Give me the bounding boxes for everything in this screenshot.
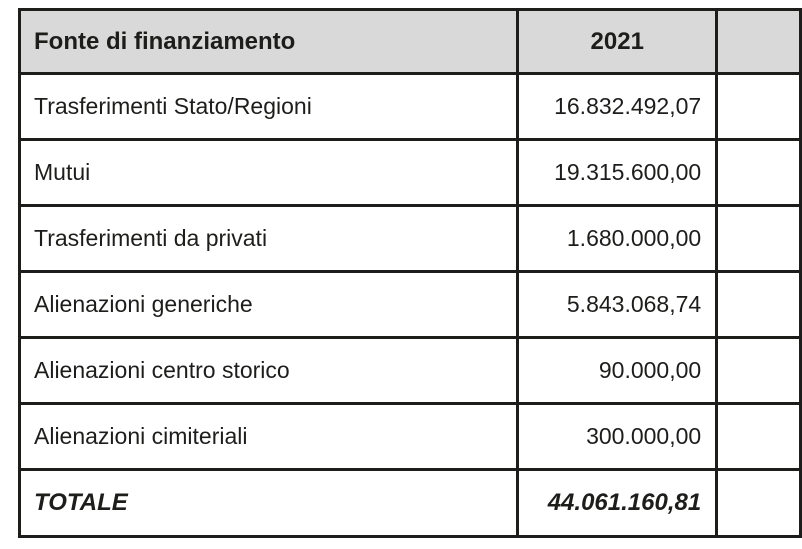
table-row: Trasferimenti da privati 1.680.000,00	[17, 204, 802, 273]
row-label-alienazioni-centro-storico: Alienazioni centro storico	[17, 336, 520, 405]
table-row: Mutui 19.315.600,00	[17, 138, 802, 207]
row-label-alienazioni-cimiteriali: Alienazioni cimiteriali	[17, 402, 520, 471]
table-row: Alienazioni cimiteriali 300.000,00	[17, 402, 802, 471]
clipped-column-cell	[715, 138, 802, 207]
row-value-alienazioni-centro-storico: 90.000,00	[516, 336, 719, 405]
row-value-trasferimenti-da-privati: 1.680.000,00	[516, 204, 719, 273]
funding-sources-table: Fonte di finanziamento 2021 Trasferiment…	[17, 8, 802, 538]
table-row: Alienazioni generiche 5.843.068,74	[17, 270, 802, 339]
table-row: Trasferimenti Stato/Regioni 16.832.492,0…	[17, 72, 802, 141]
table-row: Alienazioni centro storico 90.000,00	[17, 336, 802, 405]
clipped-column-cell	[715, 204, 802, 273]
total-label: TOTALE	[17, 468, 520, 538]
clipped-column-cell	[715, 468, 802, 538]
clipped-column-cell	[715, 270, 802, 339]
row-label-trasferimenti-da-privati: Trasferimenti da privati	[17, 204, 520, 273]
clipped-column-cell	[715, 336, 802, 405]
row-label-alienazioni-generiche: Alienazioni generiche	[17, 270, 520, 339]
row-label-trasferimenti-stato-regioni: Trasferimenti Stato/Regioni	[17, 72, 520, 141]
clipped-column-cell	[715, 72, 802, 141]
header-funding-source: Fonte di finanziamento	[17, 8, 520, 75]
row-value-alienazioni-generiche: 5.843.068,74	[516, 270, 719, 339]
total-value: 44.061.160,81	[516, 468, 719, 538]
row-value-alienazioni-cimiteriali: 300.000,00	[516, 402, 719, 471]
table-total-row: TOTALE 44.061.160,81	[17, 468, 802, 538]
table-header-row: Fonte di finanziamento 2021	[17, 8, 802, 75]
row-value-mutui: 19.315.600,00	[516, 138, 719, 207]
header-clipped-column	[715, 8, 802, 75]
row-label-mutui: Mutui	[17, 138, 520, 207]
row-value-trasferimenti-stato-regioni: 16.832.492,07	[516, 72, 719, 141]
clipped-column-cell	[715, 402, 802, 471]
header-year-2021: 2021	[516, 8, 719, 75]
